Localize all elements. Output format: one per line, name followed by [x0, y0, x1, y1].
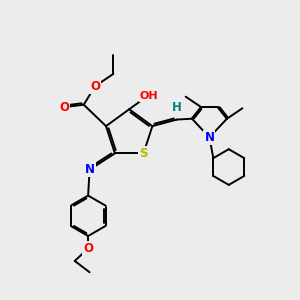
Text: OH: OH [140, 91, 158, 101]
Text: O: O [90, 80, 100, 93]
Text: N: N [85, 163, 94, 176]
Text: O: O [83, 242, 93, 255]
Text: O: O [59, 100, 69, 114]
Text: S: S [139, 147, 148, 160]
Text: H: H [172, 100, 182, 114]
Text: N: N [204, 131, 214, 144]
